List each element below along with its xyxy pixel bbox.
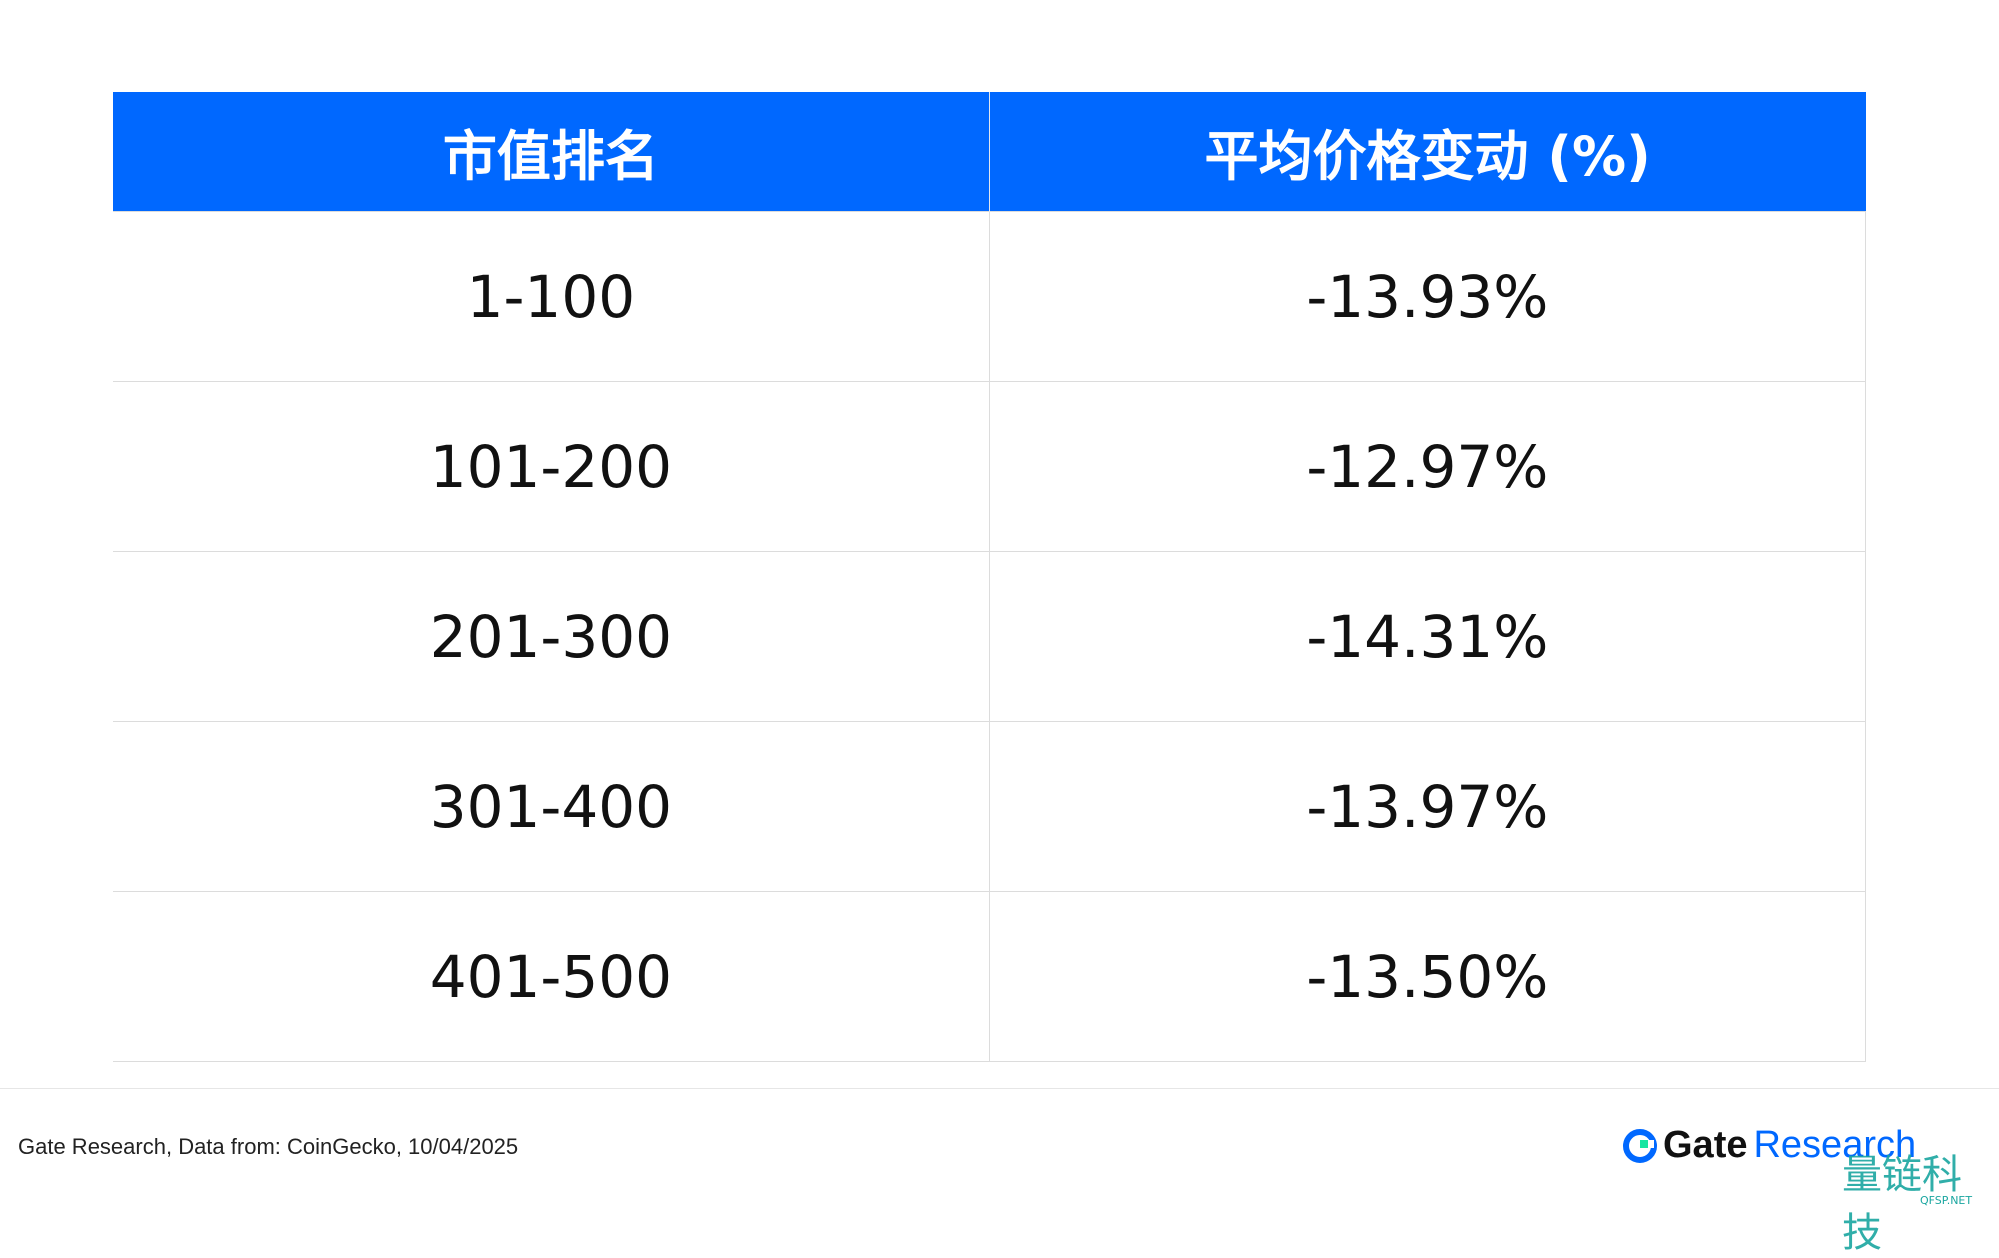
footer-rule [0, 1088, 1999, 1089]
table-cell: 1-100 [113, 211, 990, 382]
table-row: 401-500 -13.50% [113, 891, 1867, 1062]
table-cell: 101-200 [113, 381, 990, 552]
table-row: 101-200 -12.97% [113, 381, 1867, 552]
table-body: 1-100 -13.93% 101-200 -12.97% 201-300 -14.31%… [113, 211, 1867, 1062]
header-row: 市值排名 平均价格变动 (%) [113, 92, 1866, 212]
source-note: Gate Research, Data from: CoinGecko, 10/… [18, 1134, 519, 1159]
header-cell: 市值排名 [113, 92, 990, 212]
table-cell: -13.93% [988, 211, 1867, 382]
table-cell: -13.50% [988, 891, 1867, 1062]
logo-gate: Gate [1663, 1124, 1748, 1166]
logo: Gate Research [1623, 1124, 1916, 1167]
table-cell: -13.97% [988, 721, 1867, 892]
table-cell: 401-500 [113, 891, 990, 1062]
table-row: 201-300 -14.31% [113, 551, 1867, 722]
logo-icon [1623, 1128, 1657, 1163]
table-cell: -12.97% [988, 381, 1867, 552]
table-row: 301-400 -13.97% [113, 721, 1867, 892]
watermark-site: QFSP.NET [1920, 1194, 1973, 1207]
page: {"table": {"header": ["市值排名", "平均价格变动 (%… [0, 92, 1999, 1256]
table-row: 1-100 -13.93% [113, 211, 1867, 382]
table-cell: -14.31% [988, 551, 1867, 722]
header-cell: 平均价格变动 (%) [989, 92, 1866, 212]
logo-research: Research [1753, 1124, 1917, 1166]
table: 市值排名 平均价格变动 (%) 1-100 -13.93% 101-200 -12.97%… [113, 92, 1867, 1062]
table-cell: 201-300 [113, 551, 990, 722]
table-cell: 301-400 [113, 721, 990, 892]
